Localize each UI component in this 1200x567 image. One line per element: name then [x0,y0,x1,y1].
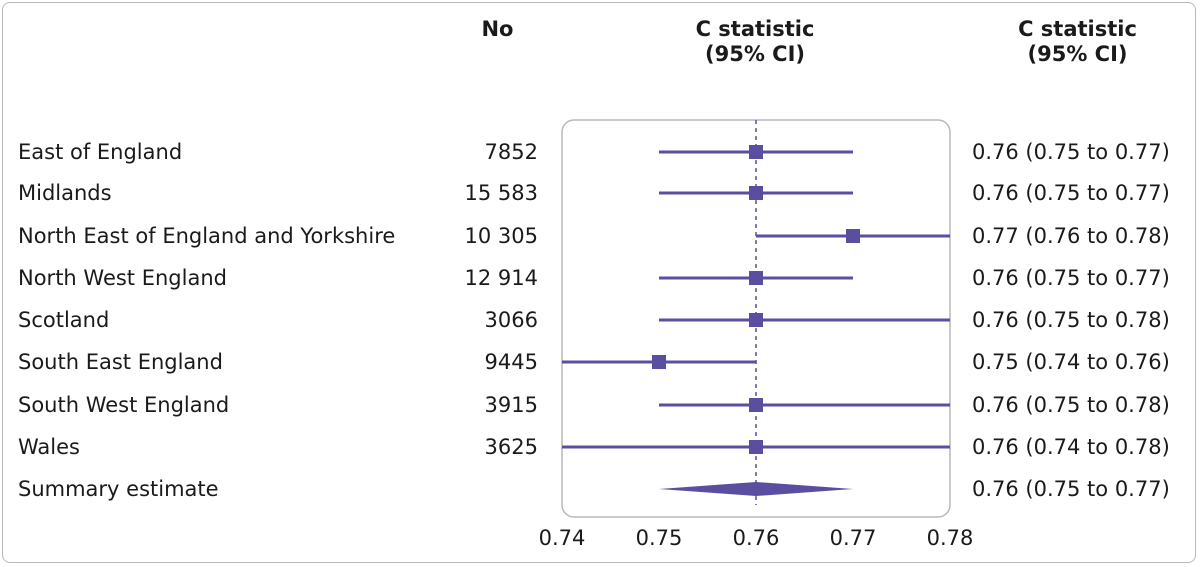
x-tick-label: 0.77 [830,526,877,550]
summary-ci-text: 0.76 (0.75 to 0.77) [972,477,1170,501]
header-cstat-plot: C statistic (95% CI) [650,17,860,67]
point-estimate-marker [749,271,763,285]
region-label: Scotland [18,308,110,332]
point-estimate-marker [749,313,763,327]
region-label: East of England [18,140,183,164]
x-tick-label: 0.75 [636,526,683,550]
header-cstat-plot-line2: (95% CI) [705,42,805,66]
header-no: No [481,17,514,41]
sample-count: 10 305 [464,224,538,248]
sample-count: 3625 [484,435,538,459]
ci-text: 0.76 (0.75 to 0.78) [972,308,1170,332]
header-cstat-text-line1: C statistic [1018,17,1137,41]
ci-text: 0.76 (0.75 to 0.77) [972,181,1170,205]
point-estimate-marker [846,229,860,243]
point-estimate-marker [749,440,763,454]
ci-text: 0.76 (0.74 to 0.78) [972,435,1170,459]
x-tick-label: 0.74 [539,526,586,550]
summary-label: Summary estimate [18,477,219,501]
sample-count: 15 583 [464,181,538,205]
sample-count: 7852 [484,140,538,164]
x-tick-label: 0.76 [733,526,780,550]
ci-text: 0.76 (0.75 to 0.77) [972,140,1170,164]
ci-text: 0.76 (0.75 to 0.78) [972,393,1170,417]
header-cstat-text: C statistic (95% CI) [980,17,1175,67]
ci-text: 0.77 (0.76 to 0.78) [972,224,1170,248]
point-estimate-marker [749,145,763,159]
summary-diamond [659,482,853,496]
sample-count: 12 914 [464,266,538,290]
region-label: South West England [18,393,230,417]
region-label: North East of England and Yorkshire [18,224,396,248]
point-estimate-marker [749,398,763,412]
x-tick-label: 0.78 [927,526,974,550]
region-label: North West England [18,266,227,290]
sample-count: 3066 [484,308,538,332]
ci-text: 0.76 (0.75 to 0.77) [972,266,1170,290]
region-label: Midlands [18,181,112,205]
sample-count: 9445 [484,350,538,374]
ci-text: 0.75 (0.74 to 0.76) [972,350,1170,374]
header-cstat-plot-line1: C statistic [695,17,815,41]
region-label: South East England [18,350,223,374]
region-label: Wales [18,435,80,459]
point-estimate-marker [749,186,763,200]
sample-count: 3915 [484,393,538,417]
header-cstat-text-line2: (95% CI) [1027,42,1128,66]
point-estimate-marker [652,355,666,369]
